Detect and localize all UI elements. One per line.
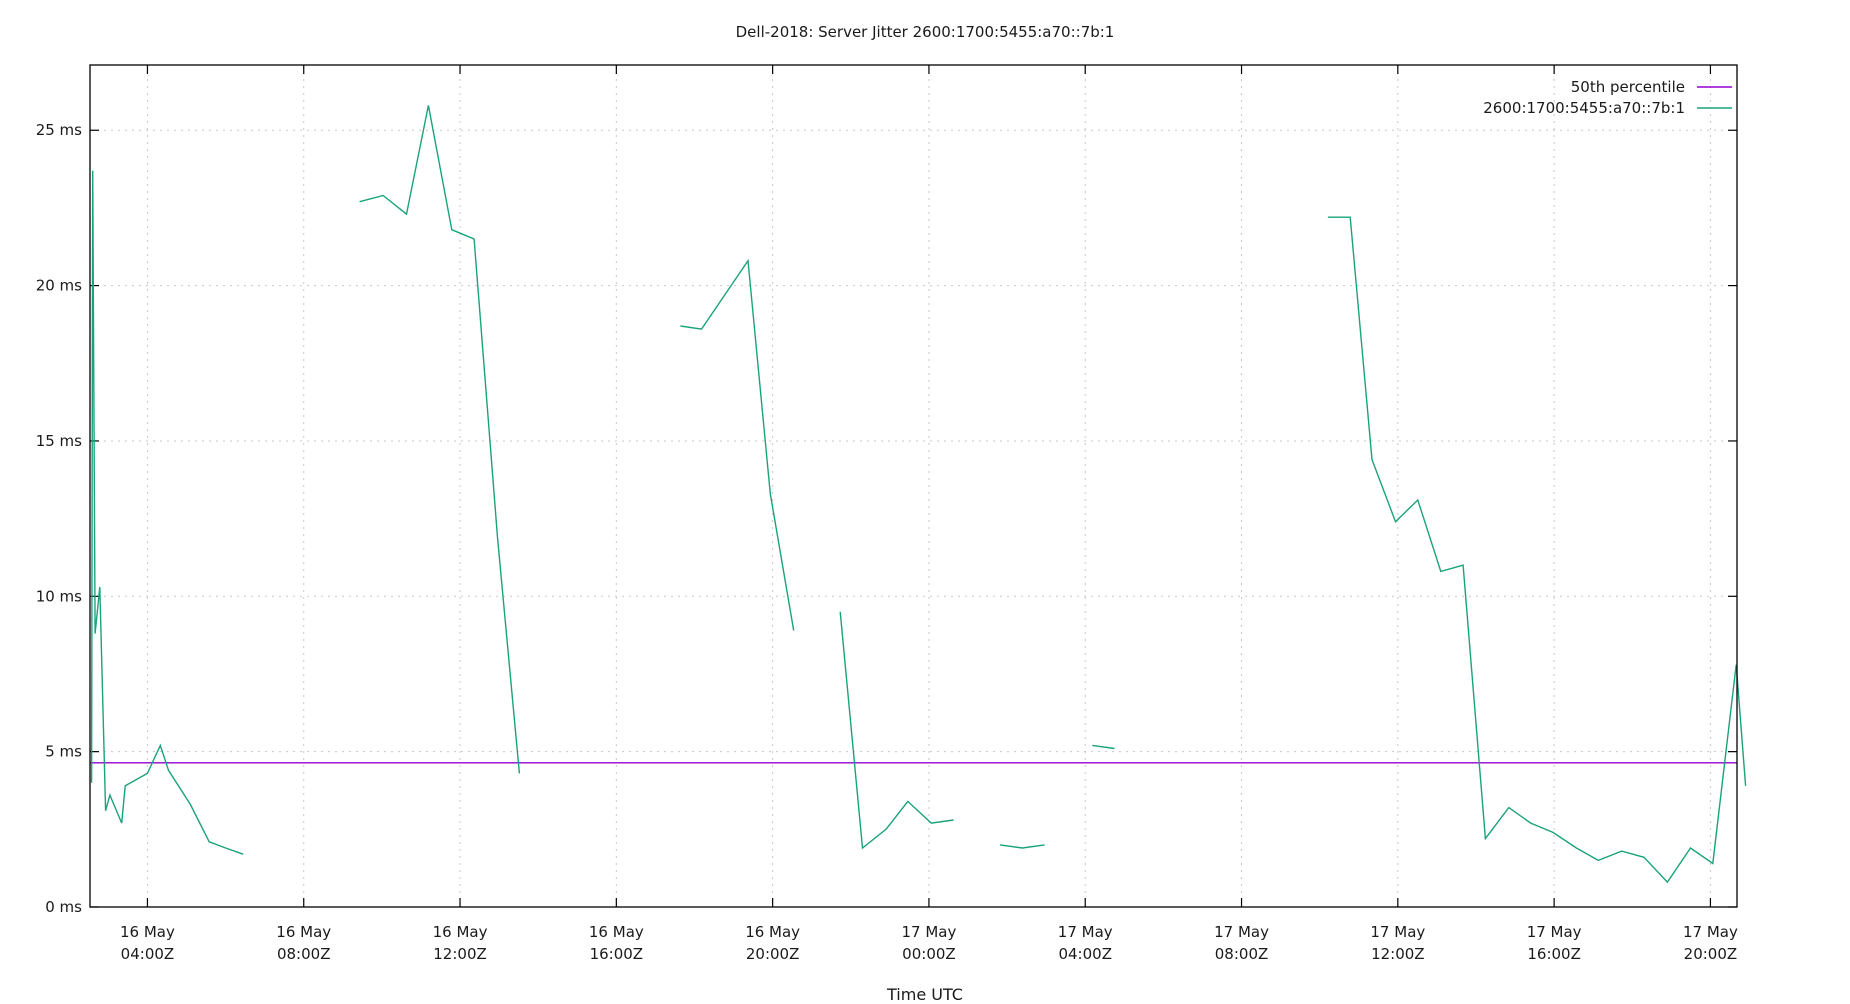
x-tick-label-date: 16 May (433, 923, 488, 941)
jitter-line-segment (680, 258, 795, 631)
y-tick-label: 10 ms (36, 587, 82, 605)
y-tick-label: 20 ms (36, 277, 82, 295)
x-tick-label-date: 16 May (120, 923, 175, 941)
x-axis-label: Time UTC (887, 985, 963, 1004)
x-tick-label-time: 16:00Z (1527, 945, 1581, 963)
x-tick-label-time: 16:00Z (590, 945, 644, 963)
x-axis: 16 May 04:00Z 16 May 08:00Z 16 May 12:00Z 16 M… (120, 65, 1738, 963)
jitter-line-segment (90, 170, 244, 855)
jitter-line-segment (1092, 744, 1115, 750)
jitter-line-segment (359, 105, 521, 774)
legend-label: 50th percentile (1571, 78, 1685, 96)
y-tick-label: 0 ms (45, 898, 82, 916)
x-tick-label-date: 17 May (901, 923, 956, 941)
chart-title: Dell-2018: Server Jitter 2600:1700:5455:… (735, 23, 1115, 41)
y-axis: 0 ms 5 ms 10 ms 15 ms 20 ms 25 ms (36, 121, 1737, 916)
y-tick-label: 5 ms (45, 743, 82, 761)
x-tick-label-time: 20:00Z (746, 945, 800, 963)
x-tick-label-date: 17 May (1683, 923, 1738, 941)
x-tick-label-time: 04:00Z (121, 945, 175, 963)
y-tick-label: 25 ms (36, 121, 82, 139)
x-tick-label-time: 04:00Z (1058, 945, 1112, 963)
legend-label: 2600:1700:5455:a70::7b:1 (1483, 99, 1685, 117)
data-series (90, 105, 1747, 884)
x-tick-label-time: 20:00Z (1684, 945, 1738, 963)
x-tick-label-date: 16 May (589, 923, 644, 941)
x-tick-label-date: 17 May (1527, 923, 1582, 941)
x-tick-label-date: 16 May (745, 923, 800, 941)
x-tick-label-time: 12:00Z (1371, 945, 1425, 963)
jitter-line-segment (839, 611, 954, 850)
grid-lines (90, 65, 1737, 907)
x-tick-label-date: 16 May (276, 923, 331, 941)
jitter-line-segment (1327, 216, 1747, 884)
plot-border (89, 64, 1738, 908)
jitter-line-segment (1000, 844, 1045, 849)
x-tick-label-time: 00:00Z (902, 945, 956, 963)
y-tick-label: 15 ms (36, 432, 82, 450)
x-tick-label-time: 08:00Z (1215, 945, 1269, 963)
x-tick-label-date: 17 May (1058, 923, 1113, 941)
x-tick-label-time: 12:00Z (433, 945, 487, 963)
x-tick-label-time: 08:00Z (277, 945, 331, 963)
x-tick-label-date: 17 May (1214, 923, 1269, 941)
x-tick-label-date: 17 May (1370, 923, 1425, 941)
